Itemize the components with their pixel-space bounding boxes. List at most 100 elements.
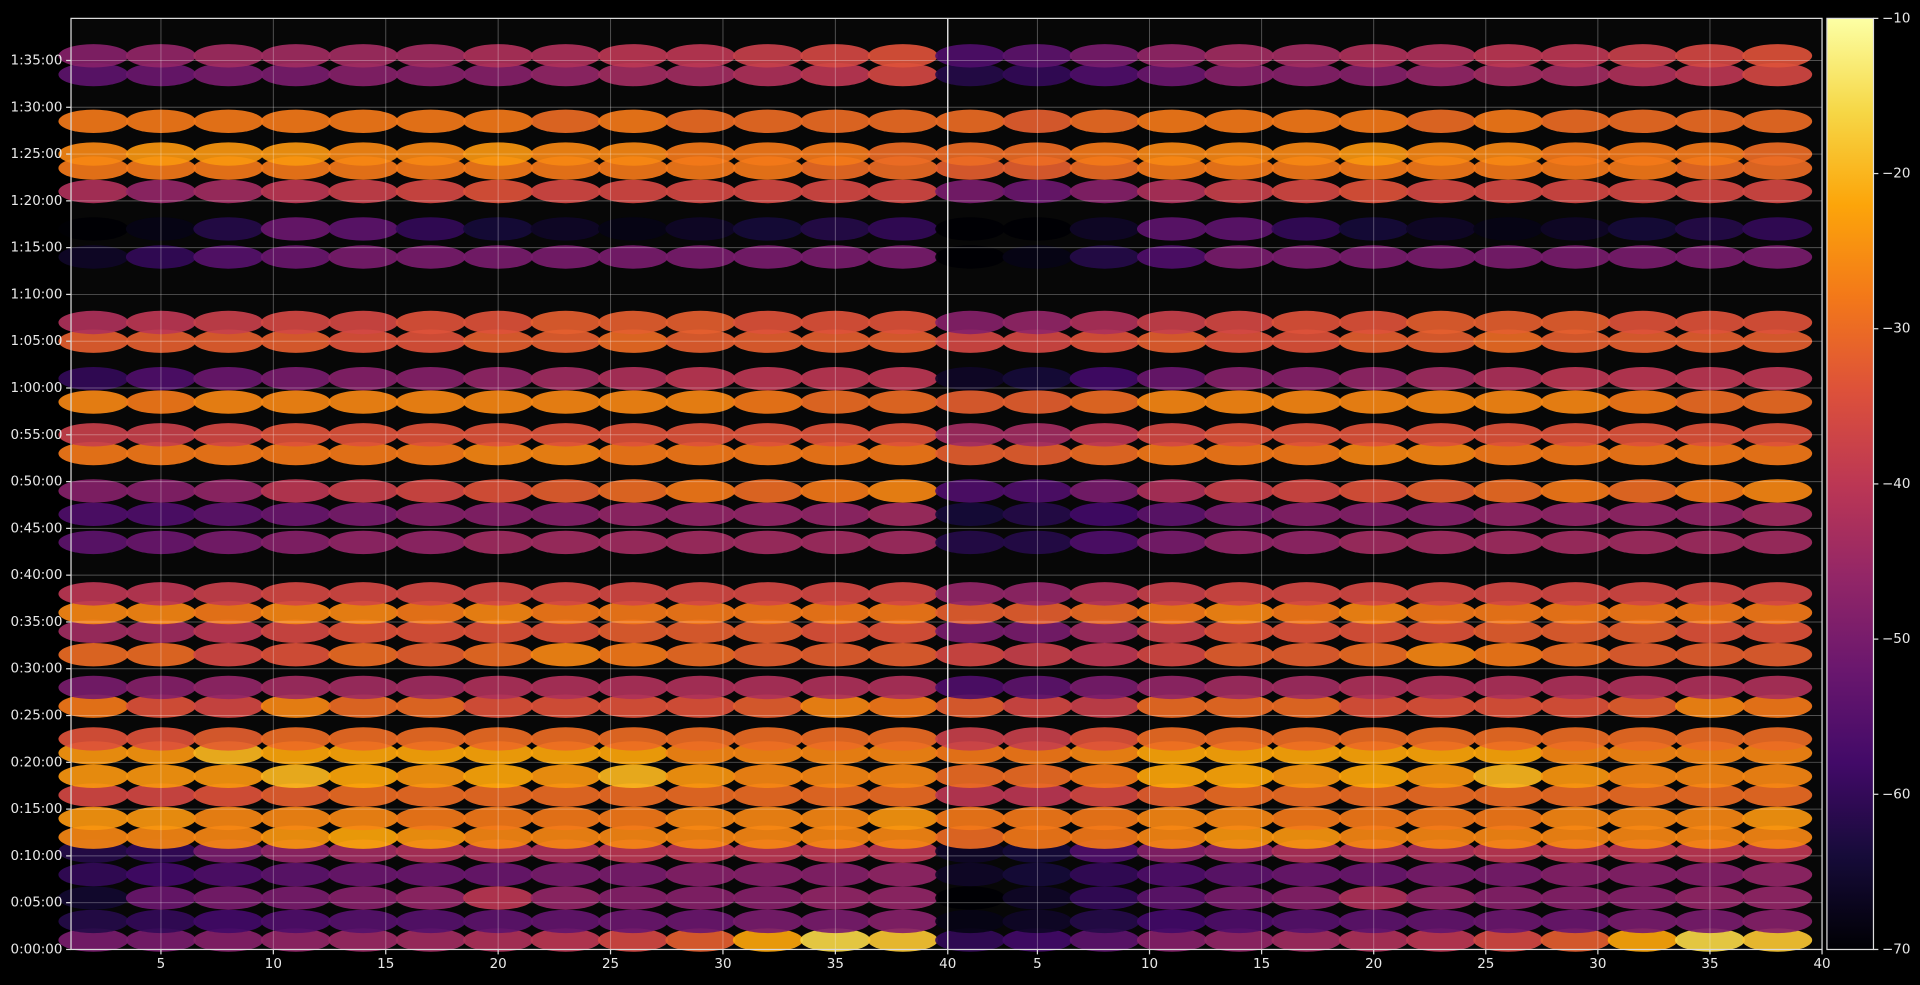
heatmap-cell: [1742, 479, 1813, 503]
heatmap-cell: [1271, 142, 1342, 166]
heatmap-cell: [58, 423, 129, 447]
heatmap-cell: [1338, 928, 1409, 952]
heatmap-cell: [597, 109, 669, 134]
heatmap-cell: [58, 764, 129, 789]
heatmap-cell: [1674, 764, 1745, 789]
heatmap-cell: [58, 44, 129, 68]
heatmap-cell: [125, 310, 197, 335]
heatmap-cell: [1607, 783, 1678, 807]
heatmap-cell: [530, 600, 601, 625]
heatmap-cell: [1136, 600, 1207, 625]
heatmap-cell: [125, 179, 197, 204]
heatmap-cell: [1742, 179, 1813, 204]
heatmap-cell: [193, 886, 264, 910]
heatmap-cell: [1002, 310, 1073, 335]
heatmap-cell: [867, 862, 938, 887]
heatmap-cell: [1607, 928, 1678, 952]
heatmap-cell: [125, 825, 197, 849]
heatmap-cell: [328, 825, 399, 849]
heatmap-cell: [1405, 62, 1476, 87]
y-tick-label: 0:45:00: [11, 520, 63, 536]
heatmap-cell: [1271, 675, 1342, 700]
heatmap-cell: [800, 217, 871, 241]
x-tick-label: 5: [1033, 956, 1042, 972]
heatmap-cell: [1271, 619, 1342, 644]
heatmap-cell: [1002, 886, 1073, 910]
heatmap-cell: [530, 886, 601, 910]
heatmap-cell: [1002, 217, 1073, 241]
heatmap-cell: [597, 366, 669, 391]
heatmap-cell: [1540, 727, 1611, 751]
heatmap-cell: [1742, 806, 1813, 831]
heatmap-cell: [597, 862, 669, 887]
heatmap-cell: [1204, 675, 1275, 700]
heatmap-cell: [1607, 727, 1678, 751]
heatmap-cell: [800, 675, 871, 700]
heatmap-cell: [328, 886, 399, 910]
heatmap-cell: [1674, 217, 1745, 241]
heatmap-cell: [328, 329, 399, 353]
heatmap-cell: [800, 886, 871, 910]
heatmap-cell: [1473, 502, 1544, 527]
heatmap-cell: [1069, 310, 1140, 335]
heatmap-cell: [800, 109, 871, 134]
heatmap-cell: [328, 366, 399, 391]
heatmap-cell: [1405, 643, 1476, 667]
heatmap-cell: [463, 825, 534, 849]
heatmap-cell: [867, 694, 938, 718]
colorbar-tick-label: −40: [1882, 476, 1910, 492]
heatmap-cell: [1338, 825, 1409, 849]
heatmap-cell: [1136, 502, 1207, 527]
heatmap-cell: [1742, 727, 1813, 751]
heatmap-cell: [1069, 783, 1140, 807]
heatmap-cell: [260, 479, 331, 503]
heatmap-cell: [665, 530, 736, 555]
heatmap-cell: [1674, 423, 1745, 447]
heatmap-cell: [1136, 62, 1207, 87]
heatmap-cell: [1607, 675, 1678, 700]
heatmap-cell: [1742, 366, 1813, 391]
heatmap-cell: [597, 928, 669, 952]
heatmap-cell: [1405, 245, 1476, 269]
heatmap-cell: [1607, 109, 1678, 134]
heatmap-cell: [665, 366, 736, 391]
heatmap-cell: [1069, 423, 1140, 447]
y-tick-label: 0:15:00: [11, 801, 63, 817]
heatmap-cell: [1136, 886, 1207, 910]
heatmap-cell: [395, 928, 466, 952]
heatmap-cell: [732, 423, 803, 447]
heatmap-cell: [1271, 245, 1342, 269]
heatmap-cell: [1002, 694, 1073, 718]
heatmap-cell: [328, 390, 399, 414]
heatmap-cell: [530, 245, 601, 269]
x-tick-label: 20: [1365, 956, 1382, 972]
heatmap-cell: [1271, 217, 1342, 241]
heatmap-cell: [1271, 806, 1342, 831]
heatmap-cell: [1674, 329, 1745, 353]
heatmap-cell: [1002, 675, 1073, 700]
heatmap-cell: [935, 502, 1006, 527]
heatmap-cell: [1742, 825, 1813, 849]
heatmap-cell: [58, 179, 129, 204]
heatmap-cell: [193, 109, 264, 134]
heatmap-cell: [1002, 909, 1073, 934]
heatmap-cell: [1136, 329, 1207, 353]
heatmap-cell: [867, 502, 938, 527]
heatmap-cell: [597, 764, 669, 789]
heatmap-cell: [1204, 142, 1275, 166]
x-tick-label: 5: [157, 956, 166, 972]
heatmap-cell: [125, 600, 197, 625]
heatmap-cell: [395, 329, 466, 353]
heatmap-cell: [665, 390, 736, 414]
heatmap-cell: [935, 582, 1006, 606]
heatmap-cell: [1338, 643, 1409, 667]
heatmap-cell: [395, 530, 466, 555]
heatmap-cell: [867, 366, 938, 391]
heatmap-cell: [530, 62, 601, 87]
heatmap-cell: [1473, 62, 1544, 87]
heatmap-cell: [1271, 764, 1342, 789]
heatmap-cell: [1607, 862, 1678, 887]
colorbar: [1826, 17, 1875, 951]
heatmap-cell: [125, 502, 197, 527]
colorbar-tick-label: −20: [1882, 166, 1910, 182]
